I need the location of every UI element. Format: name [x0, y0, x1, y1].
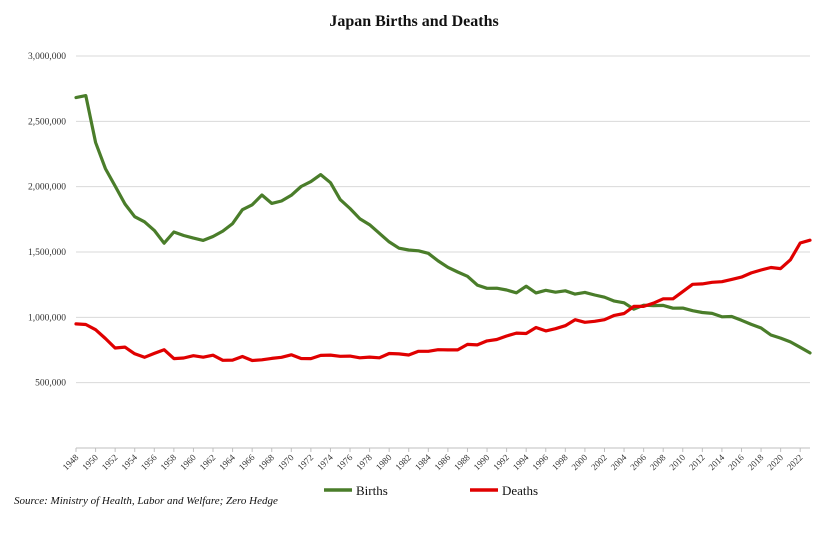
- x-tick-label: 1986: [433, 452, 453, 472]
- x-tick-label: 2000: [570, 452, 590, 472]
- x-tick-label: 1968: [256, 452, 276, 472]
- x-tick-label: 2002: [589, 452, 609, 472]
- x-tick-label: 2014: [707, 452, 727, 472]
- series-lines: [74, 93, 812, 363]
- gridlines: [76, 55, 810, 384]
- x-tick-label: 1956: [139, 452, 159, 472]
- x-tick-label: 1966: [237, 452, 257, 472]
- x-tick-label: 1962: [198, 452, 218, 472]
- legend-label-deaths: Deaths: [502, 483, 538, 498]
- chart-title: Japan Births and Deaths: [329, 13, 498, 30]
- legend-label-births: Births: [356, 483, 388, 498]
- x-tick-label: 1964: [217, 452, 237, 472]
- x-tick-label: 1994: [511, 452, 531, 472]
- x-tick-label: 1974: [315, 452, 335, 472]
- x-tick-label: 2022: [785, 452, 805, 472]
- series-line-deaths: [74, 238, 812, 363]
- x-tick-label: 2006: [628, 452, 648, 472]
- x-tick-label: 1950: [80, 452, 100, 472]
- x-tick-label: 2020: [765, 452, 785, 472]
- x-tick-label: 1992: [491, 452, 511, 472]
- axes: [75, 447, 810, 452]
- x-tick-label: 2012: [687, 452, 707, 472]
- x-tick-label: 1948: [61, 452, 81, 472]
- x-tick-labels: 1948 1950 1952 1954 1956 1958 1960 1962 1964 1966…: [61, 452, 805, 472]
- x-tick-label: 1958: [158, 452, 178, 472]
- y-tick-label: 1,000,000: [28, 313, 66, 323]
- y-tick-label: 2,500,000: [28, 117, 66, 127]
- x-tick-label: 1988: [452, 452, 472, 472]
- x-tick-label: 2008: [648, 452, 668, 472]
- x-tick-label: 1978: [354, 452, 374, 472]
- x-tick-label: 1990: [472, 452, 492, 472]
- x-tick-label: 1976: [335, 452, 355, 472]
- y-tick-label: 2,000,000: [28, 183, 66, 193]
- x-tick-label: 2004: [609, 452, 629, 472]
- x-tick-label: 1972: [295, 452, 315, 472]
- y-tick-label: 3,000,000: [28, 52, 66, 62]
- x-tick-label: 1996: [530, 452, 550, 472]
- source-note: Source: Ministry of Health, Labor and We…: [14, 495, 278, 507]
- legend: Births Deaths: [324, 483, 538, 498]
- x-tick-label: 1952: [100, 452, 120, 472]
- x-tick-label: 1982: [393, 452, 413, 472]
- x-tick-label: 2016: [726, 452, 746, 472]
- x-tick-label: 1954: [119, 452, 139, 472]
- y-tick-labels: 500,000 1,000,000 1,500,000 2,000,000 2,500,…: [28, 52, 66, 389]
- x-tick-label: 1970: [276, 452, 296, 472]
- x-tick-label: 1960: [178, 452, 198, 472]
- y-tick-label: 500,000: [35, 379, 66, 389]
- x-tick-label: 2010: [667, 452, 687, 472]
- x-tick-label: 1998: [550, 452, 570, 472]
- y-tick-label: 1,500,000: [28, 248, 66, 258]
- series-line-births: [74, 93, 812, 355]
- x-tick-label: 1984: [413, 452, 433, 472]
- x-tick-label: 1980: [374, 452, 394, 472]
- x-tick-label: 2018: [746, 452, 766, 472]
